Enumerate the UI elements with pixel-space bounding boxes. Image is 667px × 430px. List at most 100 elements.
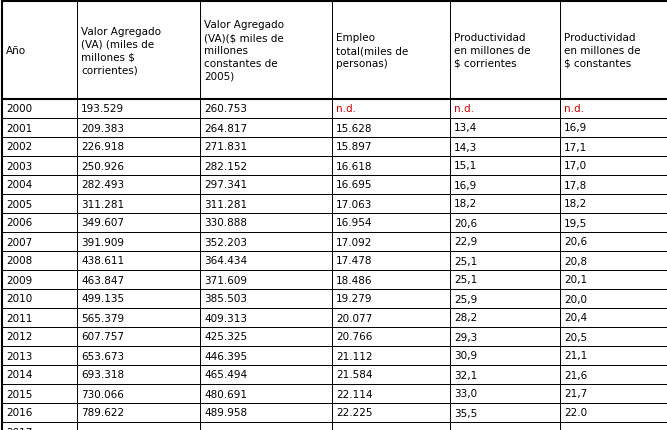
Bar — [332, 384, 450, 403]
Text: 2013: 2013 — [6, 351, 33, 361]
Text: 16.618: 16.618 — [336, 161, 372, 171]
Text: 22.0: 22.0 — [564, 408, 587, 418]
Bar — [77, 194, 200, 214]
Text: 17.478: 17.478 — [336, 256, 372, 266]
Bar — [332, 270, 450, 289]
Text: 371.609: 371.609 — [204, 275, 247, 285]
Bar — [2, 365, 77, 384]
Text: 2017: 2017 — [6, 427, 33, 430]
Bar — [200, 346, 332, 365]
Bar — [332, 308, 450, 327]
Text: 20,0: 20,0 — [564, 294, 587, 304]
Bar — [332, 194, 450, 214]
Text: 2014: 2014 — [6, 370, 33, 380]
Text: 2002: 2002 — [6, 142, 32, 152]
Text: 2009: 2009 — [6, 275, 32, 285]
Text: 282.493: 282.493 — [81, 180, 124, 190]
Bar — [560, 327, 667, 346]
Bar — [560, 403, 667, 422]
Text: 15.628: 15.628 — [336, 123, 372, 133]
Text: 730.066: 730.066 — [81, 389, 124, 399]
Text: 311.281: 311.281 — [81, 199, 124, 209]
Text: 409.313: 409.313 — [204, 313, 247, 323]
Bar — [560, 289, 667, 308]
Text: 282.152: 282.152 — [204, 161, 247, 171]
Bar — [200, 194, 332, 214]
Bar — [560, 308, 667, 327]
Bar — [200, 157, 332, 175]
Bar — [560, 100, 667, 119]
Bar — [450, 327, 560, 346]
Text: 499.135: 499.135 — [81, 294, 124, 304]
Text: 364.434: 364.434 — [204, 256, 247, 266]
Bar — [560, 157, 667, 175]
Text: 15.897: 15.897 — [336, 142, 372, 152]
Text: 330.888: 330.888 — [204, 218, 247, 228]
Bar — [2, 119, 77, 138]
Text: 385.503: 385.503 — [204, 294, 247, 304]
Bar — [77, 327, 200, 346]
Text: 653.673: 653.673 — [81, 351, 124, 361]
Text: 2010: 2010 — [6, 294, 32, 304]
Bar — [77, 346, 200, 365]
Text: 28,2: 28,2 — [454, 313, 478, 323]
Bar — [77, 308, 200, 327]
Bar — [200, 327, 332, 346]
Text: 16,9: 16,9 — [564, 123, 587, 133]
Text: 789.622: 789.622 — [81, 408, 124, 418]
Bar — [332, 175, 450, 194]
Text: 25,1: 25,1 — [454, 275, 478, 285]
Bar — [77, 214, 200, 233]
Bar — [332, 403, 450, 422]
Text: 32,1: 32,1 — [454, 370, 478, 380]
Bar — [200, 2, 332, 100]
Text: 20,4: 20,4 — [564, 313, 587, 323]
Bar — [2, 194, 77, 214]
Text: 21,1: 21,1 — [564, 351, 587, 361]
Bar — [560, 194, 667, 214]
Text: 209.383: 209.383 — [81, 123, 124, 133]
Text: 20.766: 20.766 — [336, 332, 372, 342]
Bar — [2, 422, 77, 430]
Bar — [200, 289, 332, 308]
Text: 463.847: 463.847 — [81, 275, 124, 285]
Bar — [2, 403, 77, 422]
Bar — [560, 138, 667, 157]
Text: Año: Año — [6, 46, 26, 56]
Bar — [450, 138, 560, 157]
Text: 17.063: 17.063 — [336, 199, 372, 209]
Bar — [2, 289, 77, 308]
Bar — [77, 2, 200, 100]
Text: 349.607: 349.607 — [81, 218, 124, 228]
Bar — [77, 270, 200, 289]
Bar — [200, 384, 332, 403]
Text: 20,8: 20,8 — [564, 256, 587, 266]
Text: 271.831: 271.831 — [204, 142, 247, 152]
Text: 250.926: 250.926 — [81, 161, 124, 171]
Bar — [450, 289, 560, 308]
Text: 2011: 2011 — [6, 313, 33, 323]
Bar — [450, 384, 560, 403]
Bar — [450, 157, 560, 175]
Text: 2001: 2001 — [6, 123, 32, 133]
Text: 22.114: 22.114 — [336, 389, 372, 399]
Text: 20.077: 20.077 — [336, 313, 372, 323]
Bar — [200, 403, 332, 422]
Text: 33,0: 33,0 — [454, 389, 477, 399]
Text: 2008: 2008 — [6, 256, 32, 266]
Text: 15,1: 15,1 — [454, 161, 478, 171]
Bar — [450, 365, 560, 384]
Text: 21.584: 21.584 — [336, 370, 372, 380]
Text: 2015: 2015 — [6, 389, 33, 399]
Bar — [332, 233, 450, 252]
Text: 16,9: 16,9 — [454, 180, 478, 190]
Text: 30,9: 30,9 — [454, 351, 477, 361]
Text: 693.318: 693.318 — [81, 370, 124, 380]
Bar — [2, 100, 77, 119]
Text: 425.325: 425.325 — [204, 332, 247, 342]
Text: 297.341: 297.341 — [204, 180, 247, 190]
Text: 21,7: 21,7 — [564, 389, 587, 399]
Bar — [77, 100, 200, 119]
Bar — [560, 175, 667, 194]
Bar — [560, 2, 667, 100]
